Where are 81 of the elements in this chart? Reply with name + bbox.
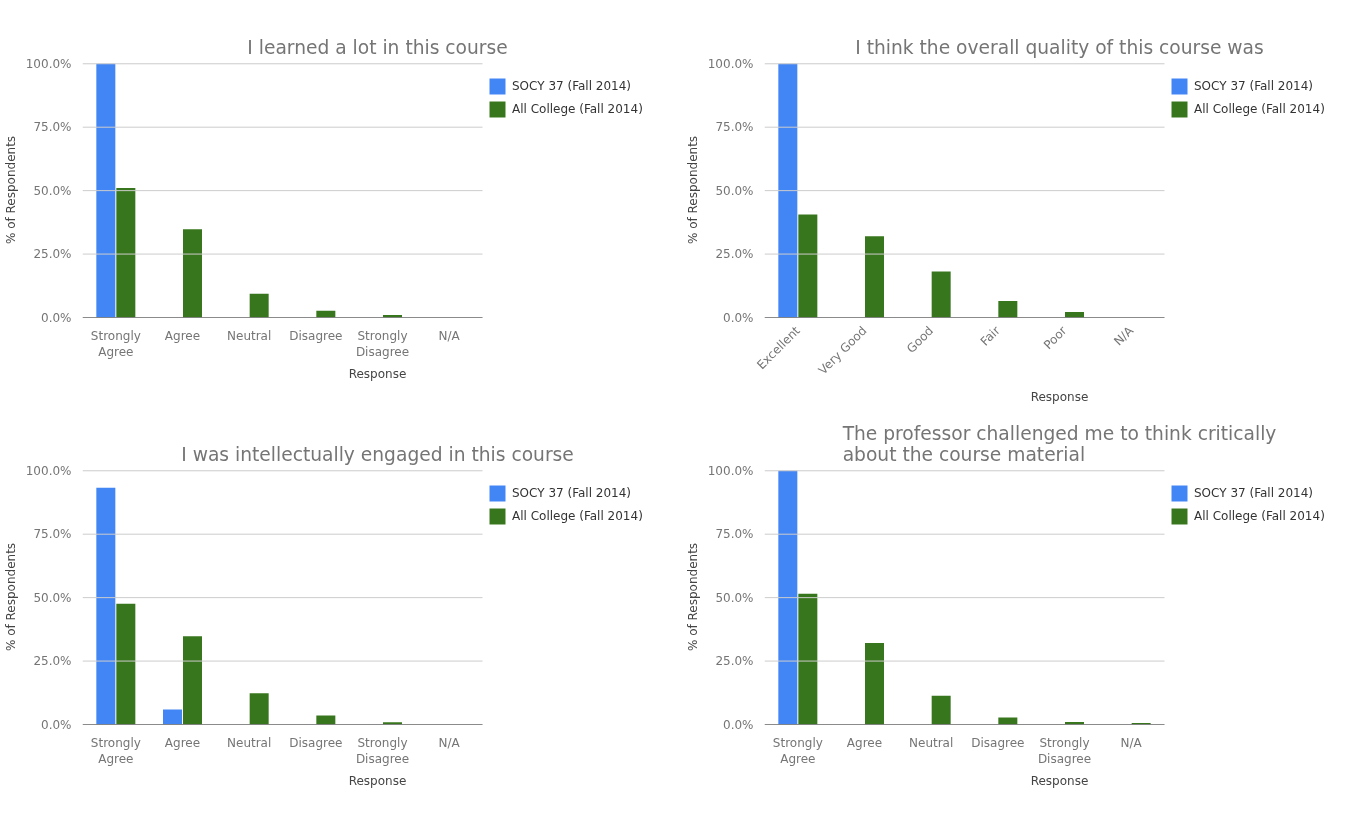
y-tick-label: 100.0% bbox=[707, 463, 754, 478]
x-tick-label: N/A bbox=[1120, 735, 1143, 750]
bar bbox=[116, 188, 136, 318]
chart-title: The professor challenged me to think critically about the course material bbox=[841, 422, 1277, 465]
legend-label: SOCY 37 (Fall 2014) bbox=[512, 486, 631, 500]
x-tick-label: Agree bbox=[846, 735, 883, 750]
y-tick-label: 100.0% bbox=[25, 463, 72, 478]
y-tick-label: 25.0% bbox=[33, 654, 72, 669]
y-tick-label: 25.0% bbox=[33, 247, 72, 262]
bar bbox=[865, 643, 884, 725]
x-tick-label: Strongly Disagree bbox=[355, 735, 410, 767]
bar bbox=[778, 470, 798, 725]
y-tick-label: 50.0% bbox=[715, 590, 754, 605]
y-tick-label: 50.0% bbox=[33, 590, 72, 605]
chart-title: I think the overall quality of this course was bbox=[855, 36, 1264, 58]
x-tick-label: Neutral bbox=[909, 735, 954, 750]
bar bbox=[998, 717, 1018, 725]
bar bbox=[798, 593, 818, 725]
legend-label: All College (Fall 2014) bbox=[512, 102, 643, 116]
bar bbox=[316, 715, 336, 725]
y-axis-title: % of Respondents bbox=[3, 542, 18, 652]
legend-label: All College (Fall 2014) bbox=[512, 509, 643, 523]
y-axis-title: % of Respondents bbox=[685, 542, 700, 652]
x-tick-label: Disagree bbox=[289, 328, 343, 343]
bar bbox=[249, 693, 269, 725]
x-tick-label: Neutral bbox=[227, 735, 272, 750]
bar bbox=[163, 709, 182, 725]
x-tick-label: N/A bbox=[438, 735, 461, 750]
x-tick-label: Strongly Agree bbox=[772, 735, 823, 767]
x-tick-label: Strongly Agree bbox=[90, 735, 141, 767]
bar bbox=[183, 636, 202, 725]
legend-label: All College (Fall 2014) bbox=[1194, 102, 1325, 116]
legend-label: SOCY 37 (Fall 2014) bbox=[1194, 79, 1313, 93]
bar bbox=[998, 301, 1018, 318]
bar bbox=[183, 229, 202, 318]
x-axis-title: Response bbox=[348, 774, 407, 789]
bar bbox=[1065, 311, 1084, 318]
y-tick-label: 25.0% bbox=[715, 654, 754, 669]
x-tick-label: Agree bbox=[164, 735, 201, 750]
x-tick-label: Agree bbox=[164, 328, 201, 343]
x-tick-label: Disagree bbox=[971, 735, 1025, 750]
bar bbox=[116, 603, 136, 725]
legend-label: SOCY 37 (Fall 2014) bbox=[1194, 486, 1313, 500]
y-tick-label: 0.0% bbox=[723, 717, 754, 732]
bar bbox=[96, 63, 116, 318]
y-tick-label: 100.0% bbox=[707, 56, 754, 71]
y-tick-label: 50.0% bbox=[33, 183, 72, 198]
x-tick-label: Strongly Disagree bbox=[355, 328, 410, 360]
x-tick-label: Neutral bbox=[227, 328, 272, 343]
x-tick-label: Strongly Disagree bbox=[1037, 735, 1092, 767]
y-tick-label: 0.0% bbox=[41, 717, 72, 732]
bar bbox=[931, 271, 951, 318]
x-tick-label: Strongly Agree bbox=[90, 328, 141, 360]
y-tick-label: 75.0% bbox=[715, 120, 754, 135]
bar bbox=[865, 236, 884, 318]
bar bbox=[778, 63, 798, 318]
y-tick-label: 25.0% bbox=[715, 247, 754, 262]
y-axis-title: % of Respondents bbox=[3, 135, 18, 245]
bar bbox=[249, 293, 269, 318]
y-tick-label: 75.0% bbox=[715, 527, 754, 542]
x-tick-label: Fair bbox=[977, 323, 1003, 349]
legend-label: All College (Fall 2014) bbox=[1194, 509, 1325, 523]
chart-title: I learned a lot in this course bbox=[247, 36, 508, 58]
bar bbox=[96, 487, 116, 725]
x-axis-title: Response bbox=[348, 367, 407, 382]
y-tick-label: 75.0% bbox=[33, 120, 72, 135]
y-tick-label: 0.0% bbox=[723, 310, 754, 325]
y-tick-label: 100.0% bbox=[25, 56, 72, 71]
x-axis-title: Response bbox=[1030, 774, 1089, 789]
x-axis-title: Response bbox=[1030, 390, 1089, 405]
y-tick-label: 0.0% bbox=[41, 310, 72, 325]
bar bbox=[798, 214, 818, 318]
x-tick-label: N/A bbox=[1111, 322, 1137, 349]
chart-title: I was intellectually engaged in this course bbox=[181, 443, 574, 465]
y-tick-label: 50.0% bbox=[715, 183, 754, 198]
y-axis-title: % of Respondents bbox=[685, 135, 700, 245]
y-tick-label: 75.0% bbox=[33, 527, 72, 542]
legend-label: SOCY 37 (Fall 2014) bbox=[512, 79, 631, 93]
bar bbox=[931, 695, 951, 725]
x-tick-label: Disagree bbox=[289, 735, 343, 750]
x-tick-label: N/A bbox=[438, 328, 461, 343]
